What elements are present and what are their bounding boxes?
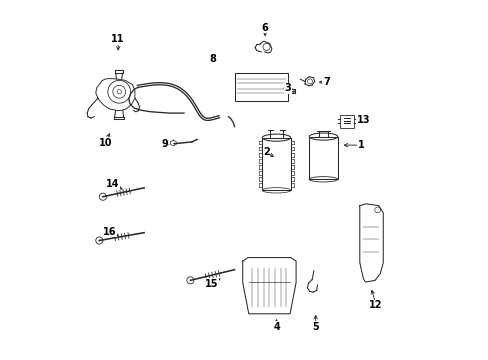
Text: 12: 12 [368,300,382,310]
Text: 10: 10 [99,138,112,148]
Text: 15: 15 [204,279,218,289]
Bar [262,138,290,190]
Text: 7: 7 [322,77,329,87]
Bar [308,136,337,179]
Text: 4: 4 [273,321,279,332]
Bar [339,115,353,127]
Text: 11: 11 [111,35,124,44]
Text: 3: 3 [284,83,291,93]
Text: 13: 13 [356,115,370,125]
Text: 9: 9 [161,139,167,149]
Text: 1: 1 [357,140,364,150]
Text: 2: 2 [263,147,269,157]
Text: 16: 16 [102,226,116,237]
Bar [235,73,287,101]
Text: 6: 6 [261,23,268,33]
Text: 5: 5 [312,321,318,332]
Text: 14: 14 [106,179,120,189]
Text: 8: 8 [208,54,216,64]
